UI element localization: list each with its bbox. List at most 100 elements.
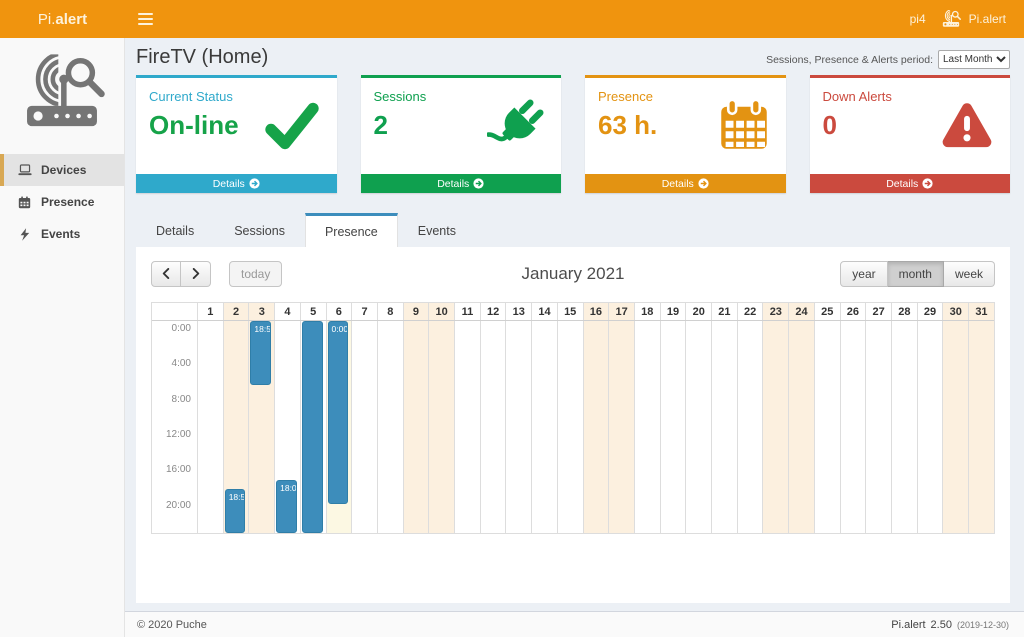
day-header-24: 24 [789, 303, 815, 320]
router-search-logo [27, 54, 105, 127]
details-link[interactable]: Details [809, 174, 1010, 193]
day-column-30 [943, 321, 970, 533]
sidebar-toggle-button[interactable] [125, 0, 165, 38]
day-column-24 [789, 321, 815, 533]
sidebar-item-presence[interactable]: Presence [0, 186, 124, 218]
arrow-circle-right-icon [922, 178, 933, 189]
calendar-nav-buttons [151, 260, 211, 287]
today-button[interactable]: today [229, 260, 283, 287]
day-header-5: 5 [301, 303, 327, 320]
details-link[interactable]: Details [585, 174, 786, 193]
period-label: Sessions, Presence & Alerts period: [766, 53, 933, 66]
content-area: FireTV (Home) Sessions, Presence & Alert… [125, 38, 1024, 605]
time-axis: 0:00 4:00 8:00 12:00 16:00 20:00 [152, 321, 198, 533]
summary-cards: Current Status On-line Details [136, 75, 1010, 193]
day-header-15: 15 [558, 303, 584, 320]
plug-icon [487, 96, 547, 156]
day-column-25 [814, 321, 841, 533]
view-year-button[interactable]: year [840, 260, 888, 287]
day-column-28 [891, 321, 918, 533]
day-header-3: 3 [249, 303, 276, 320]
detail-tabs: Details Sessions Presence Events [136, 213, 1010, 247]
day-column-4: 18:02 [275, 321, 301, 533]
time-label: 4:00 [171, 358, 191, 370]
day-column-2: 18:58 [223, 321, 250, 533]
tab-details[interactable]: Details [156, 224, 195, 238]
brand-bold: alert [55, 10, 88, 28]
view-week-button[interactable]: week [943, 260, 995, 287]
page-title: FireTV (Home) [136, 46, 269, 68]
day-column-26 [840, 321, 867, 533]
tab-sessions[interactable]: Sessions [234, 224, 285, 238]
day-header-4: 4 [275, 303, 301, 320]
calendar-title: January 2021 [521, 263, 625, 283]
sidebar-item-label: Presence [41, 195, 95, 209]
day-column-14 [532, 321, 558, 533]
day-header-16: 16 [583, 303, 610, 320]
day-header-13: 13 [506, 303, 533, 320]
time-label: 20:00 [165, 499, 191, 511]
check-icon [261, 98, 323, 154]
sidebar-item-label: Devices [41, 163, 87, 177]
presence-calendar-grid: 1 2 3 4 5 6 7 8 9 10 11 12 13 14 15 16 17 18 19 20 21 22 23 24 2… [151, 302, 995, 534]
day-column-6: 0:00 - [326, 321, 353, 533]
card-value: 0 [822, 110, 837, 140]
presence-event-day-6[interactable]: 0:00 - [327, 321, 349, 505]
day-column-12 [480, 321, 507, 533]
presence-event-day-4[interactable]: 18:02 [276, 480, 297, 533]
presence-event-day-2[interactable]: 18:58 [224, 488, 246, 533]
view-switcher: year month week [840, 260, 995, 287]
day-header-14: 14 [532, 303, 558, 320]
tab-events[interactable]: Events [417, 224, 456, 238]
prev-month-button[interactable] [151, 260, 181, 287]
period-select[interactable]: Last Month [938, 50, 1010, 69]
user-label: Pi.alert [968, 12, 1006, 26]
card-title: Sessions [373, 89, 427, 104]
card-title: Current Status [149, 89, 233, 104]
calendar-icon [17, 195, 32, 209]
card-title: Down Alerts [822, 89, 892, 104]
sidebar: Devices Presence Events [0, 38, 125, 637]
calendar-columns: 18:58 18:58 18:02 0:00 - [198, 321, 994, 533]
day-column-16 [583, 321, 610, 533]
day-column-10 [429, 321, 456, 533]
day-header-30: 30 [943, 303, 970, 320]
presence-event-day-3[interactable]: 18:58 [250, 321, 272, 386]
day-header-25: 25 [815, 303, 841, 320]
user-menu[interactable]: Pi.alert [940, 10, 1006, 28]
time-label: 16:00 [165, 464, 191, 476]
day-column-21 [712, 321, 738, 533]
day-header-2: 2 [223, 303, 250, 320]
tab-presence[interactable]: Presence [304, 213, 398, 247]
view-month-button[interactable]: month [887, 260, 944, 287]
day-header-23: 23 [763, 303, 790, 320]
laptop-icon [17, 164, 32, 176]
details-link[interactable]: Details [360, 174, 561, 193]
day-header-17: 17 [609, 303, 635, 320]
bolt-icon [17, 227, 32, 241]
copyright-text: © 2020 Puche [137, 618, 207, 631]
day-header-11: 11 [455, 303, 481, 320]
top-navbar: Pi. alert pi4 [0, 0, 1024, 38]
day-header-6: 6 [327, 303, 353, 320]
day-column-19 [660, 321, 687, 533]
day-header-1: 1 [198, 303, 224, 320]
sidebar-item-events[interactable]: Events [0, 218, 124, 250]
details-link[interactable]: Details [136, 174, 337, 193]
card-presence: Presence 63 h. Details [585, 75, 786, 193]
sidebar-item-devices[interactable]: Devices [0, 154, 124, 186]
day-header-20: 20 [686, 303, 713, 320]
day-column-1 [198, 321, 224, 533]
time-label: 12:00 [165, 429, 191, 440]
brand-logo[interactable]: Pi. alert [0, 0, 125, 38]
day-header-21: 21 [712, 303, 738, 320]
day-header-31: 31 [969, 303, 994, 320]
card-sessions: Sessions 2 Details [360, 75, 561, 193]
day-column-23 [763, 321, 790, 533]
presence-event-day-5[interactable] [301, 321, 323, 533]
calendar-icon [716, 98, 772, 154]
next-month-button[interactable] [181, 260, 211, 287]
